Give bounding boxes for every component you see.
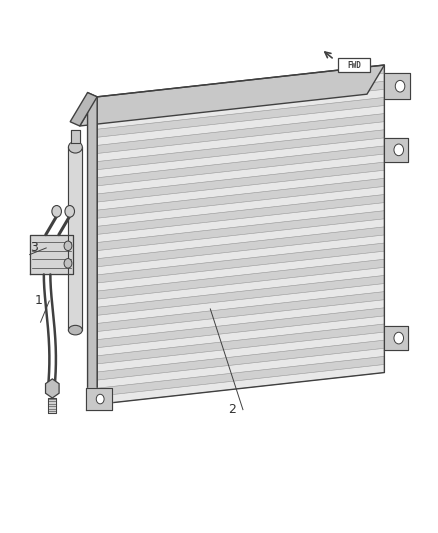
Polygon shape [385, 74, 410, 99]
Polygon shape [68, 147, 82, 330]
Text: 3: 3 [30, 241, 38, 254]
Polygon shape [97, 316, 385, 356]
Polygon shape [97, 357, 385, 396]
Polygon shape [97, 348, 385, 388]
Text: 1: 1 [35, 294, 42, 308]
Text: FWD: FWD [347, 61, 361, 69]
Circle shape [394, 144, 403, 156]
Polygon shape [97, 332, 385, 372]
Polygon shape [97, 211, 385, 251]
Polygon shape [97, 259, 385, 299]
Circle shape [64, 241, 72, 251]
Polygon shape [97, 73, 385, 113]
Polygon shape [71, 130, 80, 143]
Polygon shape [97, 106, 385, 146]
Polygon shape [385, 138, 408, 161]
Polygon shape [80, 65, 385, 126]
Polygon shape [97, 98, 385, 138]
Polygon shape [30, 235, 73, 274]
Polygon shape [97, 90, 385, 129]
Circle shape [394, 332, 403, 344]
Polygon shape [48, 398, 56, 413]
Circle shape [65, 206, 74, 217]
Polygon shape [385, 326, 408, 350]
Polygon shape [97, 162, 385, 202]
Polygon shape [97, 122, 385, 161]
Polygon shape [97, 146, 385, 186]
Polygon shape [97, 195, 385, 235]
Polygon shape [97, 340, 385, 380]
Ellipse shape [68, 325, 82, 335]
Polygon shape [97, 268, 385, 307]
Polygon shape [97, 170, 385, 210]
Text: 2: 2 [228, 403, 236, 416]
Polygon shape [97, 114, 385, 154]
Polygon shape [97, 187, 385, 227]
Polygon shape [70, 93, 97, 126]
FancyBboxPatch shape [338, 58, 371, 72]
Ellipse shape [68, 141, 82, 153]
Polygon shape [97, 276, 385, 316]
Polygon shape [97, 251, 385, 291]
Polygon shape [97, 324, 385, 364]
Polygon shape [97, 365, 385, 405]
Polygon shape [97, 300, 385, 340]
Polygon shape [97, 219, 385, 259]
Polygon shape [97, 292, 385, 332]
Polygon shape [97, 243, 385, 283]
Polygon shape [97, 65, 385, 105]
Polygon shape [97, 130, 385, 169]
Polygon shape [88, 93, 97, 407]
Polygon shape [97, 284, 385, 324]
Circle shape [395, 80, 405, 92]
Polygon shape [46, 379, 59, 398]
Polygon shape [97, 235, 385, 275]
Polygon shape [97, 81, 385, 121]
Polygon shape [97, 179, 385, 218]
Polygon shape [97, 203, 385, 243]
Circle shape [64, 259, 72, 268]
Circle shape [52, 206, 61, 217]
Polygon shape [97, 138, 385, 178]
Polygon shape [86, 389, 112, 410]
Polygon shape [97, 308, 385, 348]
Circle shape [96, 394, 104, 404]
Polygon shape [97, 154, 385, 194]
Polygon shape [97, 227, 385, 267]
